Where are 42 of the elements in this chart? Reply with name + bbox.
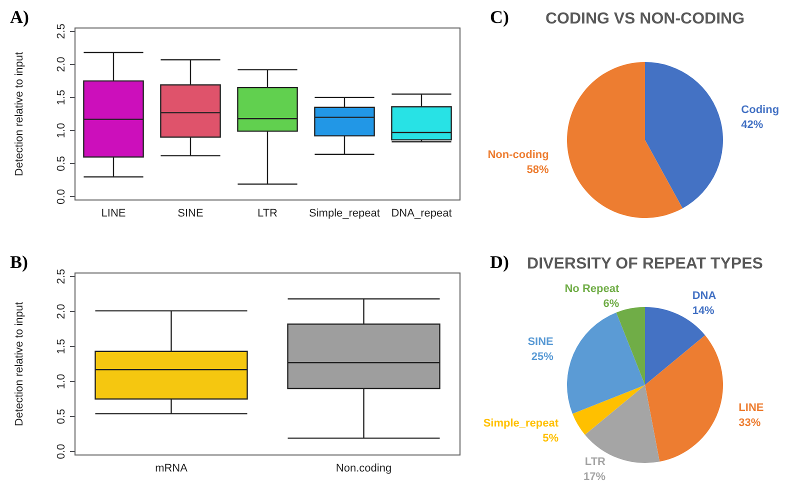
- x-tick-label: LTR: [258, 208, 278, 220]
- data-label: 33%: [738, 416, 761, 429]
- y-tick-label: 0.0: [56, 189, 68, 204]
- data-label: 6%: [603, 298, 620, 310]
- x-tick-label: mRNA: [155, 462, 188, 474]
- text: A): [10, 7, 29, 27]
- y-tick-label: 2.0: [56, 304, 68, 320]
- slice-label: No Repeat: [564, 283, 620, 296]
- x-tick-label: DNA_repeat: [391, 208, 452, 220]
- data-label: 5%: [542, 432, 559, 444]
- data-label: 14%: [692, 305, 715, 318]
- data-label: 58%: [526, 164, 550, 176]
- y-tick-label: 1.0: [56, 122, 68, 138]
- y-tick-label: 2.5: [56, 24, 68, 39]
- y-axis-title: Detection relative to input: [14, 302, 26, 426]
- y-tick-label: 0.5: [56, 156, 68, 172]
- slice-label: LINE: [738, 402, 764, 414]
- y-tick-label: 2.5: [56, 268, 68, 284]
- slice-label: Coding: [741, 104, 780, 116]
- y-tick-label: 2.0: [56, 56, 68, 72]
- x-tick-label: Simple_repeat: [309, 208, 380, 220]
- slice-label: Non-coding: [488, 148, 549, 161]
- y-tick-label: 1.5: [56, 338, 68, 354]
- x-tick-label: LINE: [101, 208, 126, 220]
- y-tick-label: 0.5: [56, 408, 68, 424]
- chart-title: CODING VS NON-CODING: [545, 10, 745, 28]
- data-label: 42%: [741, 119, 764, 132]
- x-tick-label: Non.coding: [336, 462, 392, 474]
- slice-label: Simple_repeat: [483, 417, 559, 430]
- slice-label: SINE: [528, 336, 554, 348]
- data-label: 25%: [531, 350, 554, 363]
- text: C): [490, 7, 509, 27]
- chart-title: DIVERSITY OF REPEAT TYPES: [527, 256, 764, 272]
- data-label: 17%: [583, 471, 606, 484]
- y-tick-label: 0.0: [56, 444, 68, 460]
- text: D): [490, 252, 509, 272]
- slice-label: DNA: [692, 290, 716, 302]
- y-axis-title: Detection relative to input: [14, 52, 26, 176]
- text: B): [10, 252, 28, 272]
- y-tick-label: 1.0: [56, 374, 68, 390]
- y-tick-label: 1.5: [56, 90, 68, 106]
- x-tick-label: SINE: [178, 208, 204, 220]
